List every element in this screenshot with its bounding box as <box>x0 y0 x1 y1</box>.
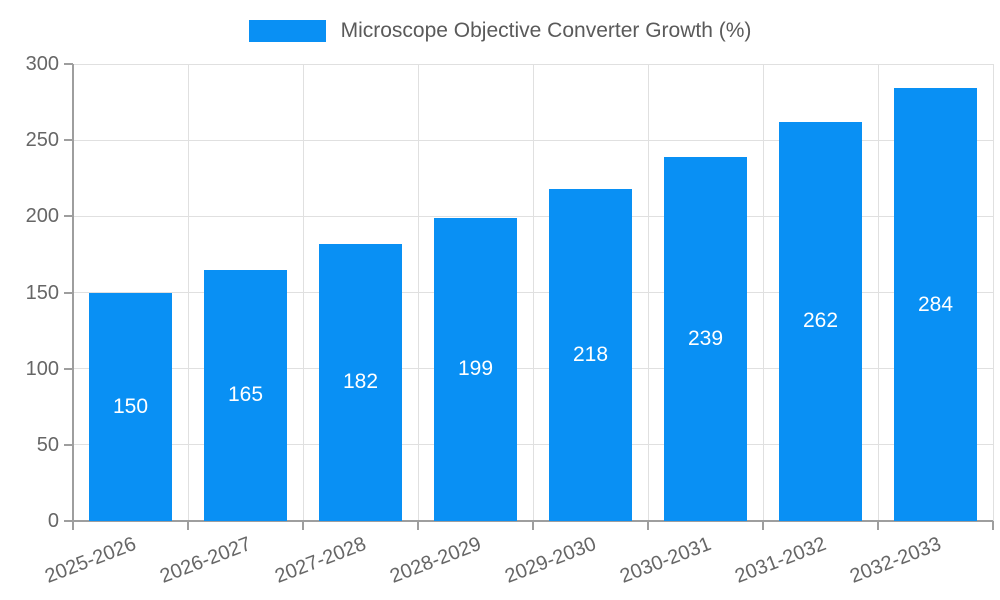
x-tick-mark <box>992 521 994 530</box>
bar[interactable]: 150 <box>89 292 172 521</box>
bar[interactable]: 239 <box>664 156 747 521</box>
legend-swatch <box>248 20 326 42</box>
y-tick-label: 200 <box>25 205 59 228</box>
x-tick-mark <box>647 521 649 530</box>
y-tick-label: 250 <box>25 129 59 152</box>
x-axis-line <box>64 520 993 522</box>
y-tick-label: 150 <box>25 281 59 304</box>
v-gridline <box>187 64 189 521</box>
bar-value-label: 239 <box>687 326 724 350</box>
y-tick-mark <box>64 520 73 522</box>
x-tick-mark <box>187 521 189 530</box>
y-axis-line <box>72 64 74 530</box>
x-tick-mark <box>302 521 304 530</box>
y-tick-mark <box>64 139 73 142</box>
bar[interactable]: 165 <box>204 269 287 521</box>
x-tick-mark <box>762 521 764 530</box>
y-tick-mark <box>64 367 73 370</box>
bar-value-label: 262 <box>802 309 839 333</box>
x-tick-mark <box>877 521 879 530</box>
v-gridline <box>532 64 534 521</box>
y-tick-mark <box>64 443 73 446</box>
y-tick-label: 0 <box>47 510 59 532</box>
x-tick-mark <box>532 521 534 530</box>
bar-value-label: 218 <box>572 342 609 366</box>
bar[interactable]: 262 <box>779 121 862 521</box>
bar-value-label: 284 <box>917 292 954 316</box>
y-tick-mark <box>64 291 73 294</box>
v-gridline <box>762 64 764 521</box>
legend-label: Microscope Objective Converter Growth (%… <box>340 19 752 42</box>
x-tick-mark <box>72 521 74 530</box>
legend-item[interactable]: Microscope Objective Converter Growth (%… <box>0 19 1000 43</box>
bar[interactable]: 284 <box>894 88 977 521</box>
bar-value-label: 199 <box>457 357 494 381</box>
v-gridline <box>417 64 419 521</box>
y-tick-mark <box>64 63 73 65</box>
bar[interactable]: 182 <box>319 243 402 521</box>
bar[interactable]: 218 <box>549 188 632 521</box>
x-tick-mark <box>417 521 419 530</box>
y-tick-label: 50 <box>36 433 59 456</box>
v-gridline <box>302 64 304 521</box>
y-tick-label: 100 <box>25 357 59 380</box>
bar-value-label: 165 <box>227 383 264 407</box>
v-gridline <box>992 64 994 521</box>
bar-value-label: 150 <box>112 394 149 418</box>
v-gridline <box>877 64 879 521</box>
bar[interactable]: 199 <box>434 217 517 521</box>
y-tick-mark <box>64 215 73 218</box>
bar-value-label: 182 <box>342 370 379 394</box>
y-tick-label: 300 <box>25 53 59 75</box>
v-gridline <box>647 64 649 521</box>
